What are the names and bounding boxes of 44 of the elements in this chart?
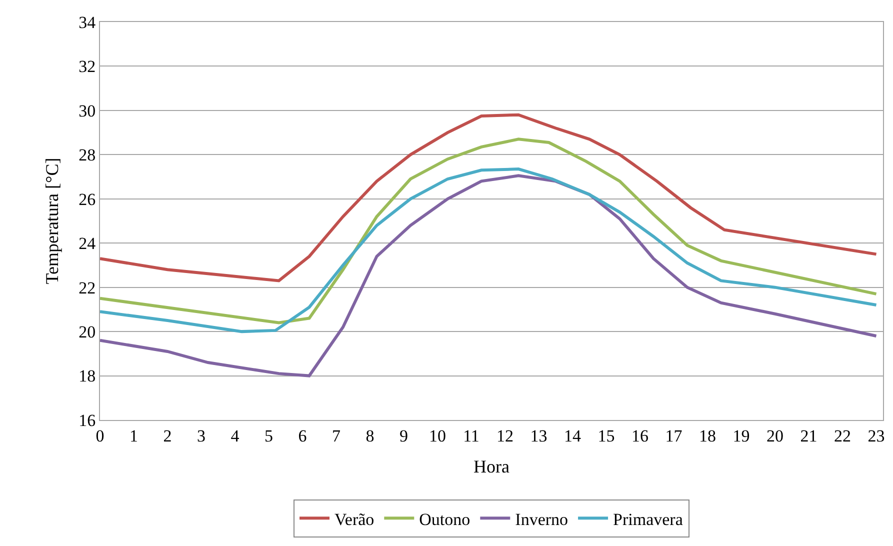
legend-label: Verão (334, 510, 374, 529)
y-tick-label: 16 (78, 410, 96, 430)
legend-label: Inverno (515, 510, 568, 529)
legend-label: Outono (419, 510, 470, 529)
line-series (100, 113, 878, 282)
x-tick-label: 12 (496, 426, 514, 446)
legend-label: Primavera (613, 510, 684, 529)
x-tick-label: 20 (766, 426, 784, 446)
x-tick-label: 21 (800, 426, 818, 446)
x-axis-title: Hora (474, 456, 510, 476)
x-tick-label: 18 (699, 426, 716, 446)
y-tick-label: 20 (78, 322, 96, 342)
line-series (100, 174, 878, 378)
y-tick-label: 22 (78, 278, 96, 298)
y-tick-label: 34 (78, 12, 96, 32)
x-tick-label: 5 (264, 426, 273, 446)
x-tick-label: 2 (163, 426, 172, 446)
x-tick-label: 1 (130, 426, 138, 446)
line-series (100, 138, 878, 324)
x-tick-label: 4 (230, 426, 240, 446)
x-tick-label: 0 (96, 426, 104, 446)
line-series (100, 168, 878, 334)
y-tick-label: 32 (78, 57, 96, 76)
x-tick-label: 11 (463, 426, 480, 446)
y-axis-title: Temperatura [°C] (42, 158, 62, 284)
y-tick-label: 18 (78, 366, 96, 386)
x-tick-label: 6 (298, 426, 307, 446)
x-tick-label: 19 (732, 426, 750, 446)
x-tick-label: 10 (429, 426, 446, 446)
x-tick-label: 17 (665, 426, 683, 446)
x-tick-label: 7 (332, 426, 341, 446)
x-tick-label: 3 (197, 426, 206, 446)
x-tick-label: 14 (564, 426, 582, 446)
x-tick-label: 9 (400, 426, 408, 446)
y-tick-label: 28 (78, 146, 96, 165)
y-tick-label: 30 (78, 101, 96, 120)
x-tick-label: 22 (834, 426, 851, 446)
x-tick-label: 16 (632, 426, 648, 446)
x-tick-label: 23 (868, 426, 885, 446)
x-tick-label: 8 (366, 426, 374, 446)
x-tick-label: 13 (530, 426, 548, 446)
x-tick-label: 15 (598, 426, 615, 446)
y-tick-label: 26 (78, 190, 96, 209)
y-tick-label: 24 (78, 234, 96, 254)
